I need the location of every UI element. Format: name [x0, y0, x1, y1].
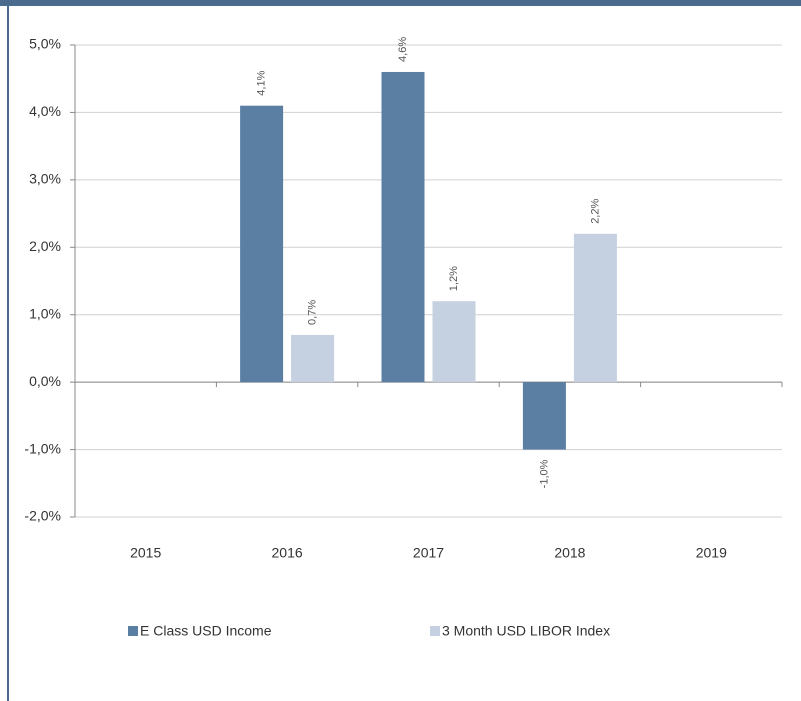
bar: [522, 382, 566, 450]
x-tick-label: 2018: [554, 545, 585, 561]
x-tick-label: 2019: [696, 545, 727, 561]
legend-label: 3 Month USD LIBOR Index: [442, 623, 610, 639]
legend-swatch: [430, 626, 440, 636]
top-bar: [0, 0, 801, 6]
y-tick-label: 4,0%: [29, 103, 61, 119]
x-tick-label: 2016: [272, 545, 303, 561]
bar: [240, 105, 284, 383]
y-tick-label: 2,0%: [29, 238, 61, 254]
x-tick-label: 2015: [130, 545, 161, 561]
value-label: 4,6%: [397, 37, 409, 62]
value-label: -1,0%: [538, 459, 550, 488]
legend-swatch: [128, 626, 138, 636]
left-border: [7, 0, 9, 701]
value-label: 1,2%: [448, 266, 460, 291]
y-tick-label: 0,0%: [29, 373, 61, 389]
bar: [573, 233, 617, 383]
legend-label: E Class USD Income: [140, 623, 272, 639]
bar: [432, 301, 476, 383]
bar: [291, 334, 335, 383]
y-tick-label: 5,0%: [29, 36, 61, 52]
value-label: 4,1%: [256, 70, 268, 95]
value-label: 0,7%: [307, 300, 319, 325]
x-tick-label: 2017: [413, 545, 444, 561]
value-label: 2,2%: [589, 199, 601, 224]
y-tick-label: -1,0%: [24, 440, 61, 456]
bar: [381, 71, 425, 383]
y-tick-label: -2,0%: [24, 508, 61, 524]
y-tick-label: 3,0%: [29, 171, 61, 187]
y-tick-label: 1,0%: [29, 305, 61, 321]
